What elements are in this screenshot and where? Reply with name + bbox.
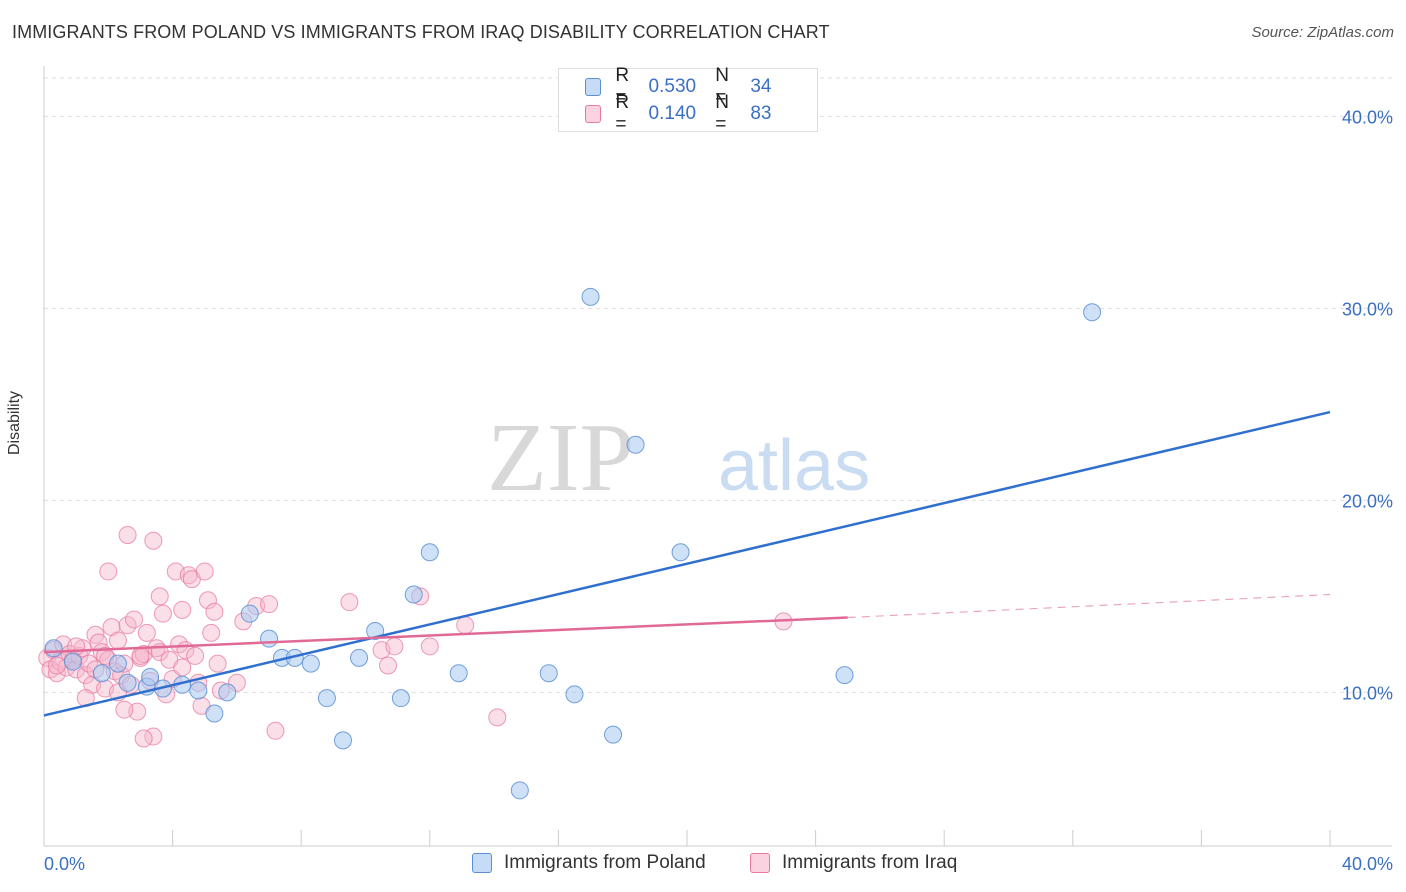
iraq-point: [202, 623, 221, 642]
poland-point: [539, 664, 558, 683]
iraq-point: [173, 658, 192, 677]
poland-point: [350, 648, 369, 667]
iraq-point: [195, 562, 214, 581]
iraq-point: [118, 525, 137, 544]
stats-legend: R = 0.530 N = 34 R = 0.140 N = 83: [558, 65, 818, 135]
poland-point: [44, 639, 63, 658]
legend-n-label: N =: [715, 92, 729, 135]
poland-point: [118, 673, 137, 692]
iraq-swatch: [585, 105, 602, 123]
iraq-point: [488, 708, 507, 727]
axis-layer: [43, 66, 1392, 847]
watermark: ZIP atlas: [487, 404, 870, 512]
poland-trend-line: [43, 410, 1331, 717]
poland-point: [240, 604, 259, 623]
iraq-point: [47, 656, 66, 675]
iraq-trend-extension: [847, 593, 1331, 619]
iraq-point: [144, 531, 163, 550]
poland-point: [835, 666, 854, 685]
iraq-point: [198, 591, 217, 610]
poland-point: [63, 652, 82, 671]
poland-point: [301, 654, 320, 673]
poland-point: [404, 585, 423, 604]
legend-r-label: R =: [615, 92, 630, 135]
grid-layer: [44, 77, 1392, 693]
poland-point: [141, 668, 160, 687]
poland-point: [510, 781, 529, 800]
iraq-point: [134, 729, 153, 748]
poland-legend-swatch: [472, 853, 492, 873]
poland-point: [449, 664, 468, 683]
iraq-point: [205, 602, 224, 621]
poland-point: [333, 731, 352, 750]
poland-point: [391, 689, 410, 708]
poland-swatch: [585, 78, 602, 96]
iraq-point: [115, 700, 134, 719]
poland-legend-label: Immigrants from Poland: [504, 852, 706, 873]
legend-item-poland[interactable]: Immigrants from Poland: [472, 852, 706, 874]
iraq-point: [340, 593, 359, 612]
legend-n-label: N =: [715, 65, 729, 108]
iraq-trend-line: [43, 616, 848, 654]
poland-point: [1083, 303, 1102, 322]
iraq-point: [379, 656, 398, 675]
legend-r-value: 0.530: [648, 76, 697, 97]
legend-n-value: 83: [750, 103, 772, 124]
watermark-zip: ZIP: [487, 404, 634, 512]
iraq-point: [150, 587, 169, 606]
iraq-point: [125, 610, 144, 629]
iraq-point: [385, 637, 404, 656]
iraq-points: [38, 525, 793, 748]
y-tick-label: 40.0%: [1342, 107, 1393, 127]
poland-point: [92, 664, 111, 683]
iraq-point: [208, 654, 227, 673]
poland-point: [565, 685, 584, 704]
iraq-point: [173, 600, 192, 619]
trend-lines: [43, 410, 1331, 717]
iraq-point: [137, 623, 156, 642]
poland-point: [604, 725, 623, 744]
iraq-point: [47, 664, 66, 683]
legend-r-label: R =: [615, 65, 630, 108]
poland-point: [189, 681, 208, 700]
poland-point: [205, 704, 224, 723]
source-label: Source: ZipAtlas.com: [1251, 24, 1394, 41]
iraq-point: [99, 562, 118, 581]
iraq-point: [260, 595, 279, 614]
iraq-point: [108, 631, 127, 650]
poland-point: [626, 435, 645, 454]
iraq-point: [456, 616, 475, 635]
x-tick-label: 0.0%: [44, 854, 85, 874]
iraq-point: [153, 604, 172, 623]
poland-point: [218, 683, 237, 702]
iraq-legend-label: Immigrants from Iraq: [782, 852, 958, 873]
legend-item-iraq[interactable]: Immigrants from Iraq: [750, 852, 957, 874]
legend-n-value: 34: [750, 76, 772, 97]
legend-row-poland: R = 0.530 N = 34: [585, 65, 817, 108]
tick-labels: 10.0% 20.0% 30.0% 40.0% 0.0% 40.0%: [44, 107, 1393, 874]
y-tick-label: 20.0%: [1342, 491, 1393, 511]
x-tick-label: 40.0%: [1342, 854, 1393, 874]
poland-point: [671, 543, 690, 562]
iraq-legend-swatch: [750, 853, 770, 873]
poland-point: [108, 654, 127, 673]
poland-point: [260, 629, 279, 648]
iraq-point: [420, 637, 439, 656]
poland-points: [44, 287, 1102, 800]
legend-r-value: 0.140: [648, 103, 697, 124]
iraq-point: [186, 646, 205, 665]
chart-title: IMMIGRANTS FROM POLAND VS IMMIGRANTS FRO…: [12, 22, 830, 42]
y-tick-label: 30.0%: [1342, 299, 1393, 319]
y-tick-label: 10.0%: [1342, 683, 1393, 703]
poland-point: [581, 287, 600, 306]
poland-point: [420, 543, 439, 562]
watermark-atlas: atlas: [718, 426, 870, 506]
legend-row-iraq: R = 0.140 N = 83: [585, 92, 817, 135]
iraq-point: [266, 721, 285, 740]
iraq-point: [131, 646, 150, 665]
iraq-point: [73, 639, 92, 658]
iraq-point: [67, 637, 86, 656]
poland-point: [317, 689, 336, 708]
